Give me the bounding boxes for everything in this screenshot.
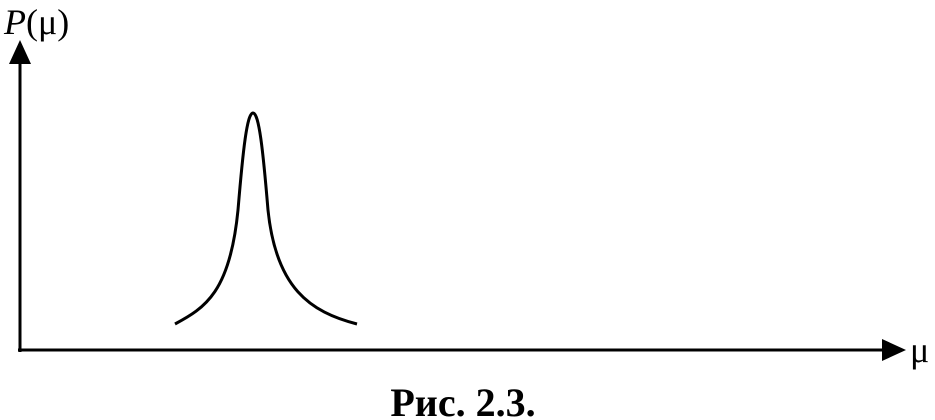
y-axis-label: P(μ) — [3, 2, 69, 42]
x-axis-label: μ — [910, 330, 929, 370]
caption: Рис. 2.3. — [390, 380, 535, 420]
y-axis-arrow — [9, 40, 31, 64]
y-axis-label-symbol: P — [3, 2, 26, 42]
peak-curve — [174, 111, 358, 326]
y-axis-label-argument: (μ) — [26, 2, 69, 42]
x-axis-arrow — [882, 339, 906, 361]
